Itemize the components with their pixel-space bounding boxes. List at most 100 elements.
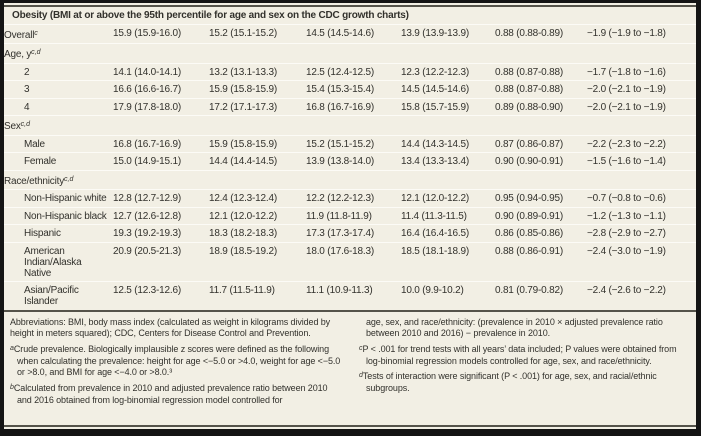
table-cell: 12.8 (12.7-12.9) — [113, 189, 209, 207]
table-cell: 14.5 (14.5-14.6) — [306, 23, 401, 44]
table-row-age-2: 2 14.1 (14.0-14.1) 13.2 (13.1-13.3) 12.5… — [4, 62, 696, 81]
table-row-hispanic: Hispanic 19.3 (19.2-19.3) 18.3 (18.2-18.… — [4, 224, 696, 242]
table-cell: 18.0 (17.6-18.3) — [306, 241, 401, 282]
table-cell: 0.95 (0.94-0.95) — [495, 189, 587, 207]
table-cell: 18.9 (18.5-19.2) — [209, 241, 306, 282]
table-cell: 14.4 (14.4-14.5) — [209, 152, 306, 170]
table-cell: 12.2 (12.2-12.3) — [306, 189, 401, 207]
table-cell: 16.8 (16.7-16.9) — [113, 134, 209, 153]
table-section-title-row: Obesity (BMI at or above the 95th percen… — [4, 7, 696, 24]
footnote-marker: d — [359, 372, 363, 380]
table-cell: −2.2 (−2.3 to −2.2) — [587, 134, 696, 153]
footnote-marker: b — [10, 384, 14, 392]
table-cell: 16.4 (16.4-16.5) — [401, 224, 495, 242]
footnotes-right-column: age, sex, and race/ethnicity: (prevalenc… — [359, 317, 690, 410]
row-label-text: Sex — [4, 121, 21, 132]
table-cell: 12.3 (12.2-12.3) — [401, 62, 495, 81]
table-cell: 12.5 (12.4-12.5) — [306, 62, 401, 81]
table-cell: −1.9 (−1.9 to −1.8) — [587, 23, 696, 44]
row-label: Female — [4, 152, 113, 170]
table-cell: 13.9 (13.8-14.0) — [306, 152, 401, 170]
table-cell: −0.7 (−0.8 to −0.6) — [587, 189, 696, 207]
footnote-marker: c,d — [20, 121, 30, 128]
table-cell: 0.81 (0.79-0.82) — [495, 281, 587, 310]
footnote-c: cP < .001 for trend tests with all years… — [359, 343, 690, 367]
table-cell: 18.3 (18.2-18.3) — [209, 224, 306, 242]
table-cell: −1.7 (−1.8 to −1.6) — [587, 62, 696, 81]
table-cell: 17.9 (17.8-18.0) — [113, 97, 209, 116]
row-label: Age, yc,d — [4, 43, 696, 63]
table-cell: 0.88 (0.86-0.91) — [495, 241, 587, 282]
row-label: Sexc,d — [4, 115, 696, 135]
row-label: Non-Hispanic black — [4, 206, 113, 225]
row-label-text: Hispanic — [24, 228, 61, 239]
row-label: 3 — [4, 80, 113, 98]
footnotes-left-column: Abbreviations: BMI, body mass index (cal… — [10, 317, 341, 410]
row-label-text: Non-Hispanic white — [24, 193, 107, 204]
table-row-race-header: Race/ethnicityc,d — [4, 169, 696, 190]
table-cell: 16.8 (16.7-16.9) — [306, 97, 401, 116]
table-cell: 0.88 (0.87-0.88) — [495, 62, 587, 81]
table-cell: −2.4 (−3.0 to −1.9) — [587, 241, 696, 282]
table-cell: 15.0 (14.9-15.1) — [113, 152, 209, 170]
row-label: 4 — [4, 97, 113, 116]
row-label: Asian/Pacific Islander — [4, 281, 113, 310]
table-row-age-header: Age, yc,d — [4, 43, 696, 63]
table-row-nh-white: Non-Hispanic white 12.8 (12.7-12.9) 12.4… — [4, 189, 696, 207]
row-label: Hispanic — [4, 224, 113, 242]
table-cell: 15.9 (15.9-16.0) — [113, 23, 209, 44]
footnote-abbreviations: Abbreviations: BMI, body mass index (cal… — [10, 317, 341, 340]
table-cell: 15.2 (15.1-15.2) — [209, 23, 306, 44]
footnote-marker: c,d — [31, 49, 41, 56]
obesity-prevalence-table: Obesity (BMI at or above the 95th percen… — [4, 7, 696, 310]
table-footnote-divider — [4, 309, 696, 312]
table-cell: 0.88 (0.88-0.89) — [495, 23, 587, 44]
table-cell: 15.2 (15.1-15.2) — [306, 134, 401, 153]
table-cell: 15.9 (15.8-15.9) — [209, 134, 306, 153]
table-cell: 20.9 (20.5-21.3) — [113, 241, 209, 282]
row-label: Non-Hispanic white — [4, 189, 113, 207]
table-cell: 11.1 (10.9-11.3) — [306, 281, 401, 310]
row-label-text: Race/ethnicity — [4, 175, 65, 187]
table-cell: 19.3 (19.2-19.3) — [113, 224, 209, 242]
footnote-b: bCalculated from prevalence in 2010 and … — [10, 382, 341, 406]
row-label-text: Non-Hispanic black — [24, 210, 107, 222]
table-cell: 17.3 (17.3-17.4) — [306, 224, 401, 242]
table-page: Obesity (BMI at or above the 95th percen… — [4, 3, 696, 429]
table-cell: 15.8 (15.7-15.9) — [401, 97, 495, 116]
footnote-marker: a — [10, 344, 14, 352]
table-row-age-3: 3 16.6 (16.6-16.7) 15.9 (15.8-15.9) 15.4… — [4, 80, 696, 98]
row-label: Male — [4, 134, 113, 153]
table-row-male: Male 16.8 (16.7-16.9) 15.9 (15.8-15.9) 1… — [4, 134, 696, 153]
footnote-marker: c,d — [64, 175, 74, 183]
footnote-text: age, sex, and race/ethnicity: (prevalenc… — [366, 316, 663, 339]
table-cell: 0.88 (0.87-0.88) — [495, 80, 587, 98]
table-cell: 14.1 (14.0-14.1) — [113, 62, 209, 81]
table-cell: 16.6 (16.6-16.7) — [113, 80, 209, 98]
table-cell: 12.1 (12.0-12.2) — [209, 206, 306, 225]
row-label: 2 — [4, 62, 113, 81]
footnote-text: Tests of interaction were significant (P… — [362, 371, 657, 394]
footnote-d: dTests of interaction were significant (… — [359, 370, 690, 394]
row-label-text: Female — [24, 156, 57, 167]
table-cell: −1.2 (−1.3 to −1.1) — [587, 206, 696, 225]
table-row-american-indian: American Indian/Alaska Native 20.9 (20.5… — [4, 241, 696, 282]
table-cell: 0.90 (0.90-0.91) — [495, 152, 587, 170]
row-label-text: American Indian/Alaska Native — [24, 245, 82, 279]
table-cell: −2.0 (−2.1 to −1.9) — [587, 80, 696, 98]
row-label-text: 2 — [24, 66, 30, 78]
table-cell: 14.5 (14.5-14.6) — [401, 80, 495, 98]
table-cell: 17.2 (17.1-17.3) — [209, 97, 306, 116]
top-divider — [4, 5, 696, 7]
table-row-age-4: 4 17.9 (17.8-18.0) 17.2 (17.1-17.3) 16.8… — [4, 97, 696, 116]
table-cell: 12.4 (12.3-12.4) — [209, 189, 306, 207]
table-cell: 13.9 (13.9-13.9) — [401, 23, 495, 44]
table-cell: 12.1 (12.0-12.2) — [401, 189, 495, 207]
table-cell: 12.7 (12.6-12.8) — [113, 206, 209, 225]
footnote-a: aCrude prevalence. Biologically implausi… — [10, 343, 341, 379]
table-row-sex-header: Sexc,d — [4, 115, 696, 135]
footnote-text: Crude prevalence. Biologically implausib… — [13, 343, 341, 378]
footnote-marker: c — [34, 29, 38, 37]
table-cell: 13.2 (13.1-13.3) — [209, 62, 306, 81]
